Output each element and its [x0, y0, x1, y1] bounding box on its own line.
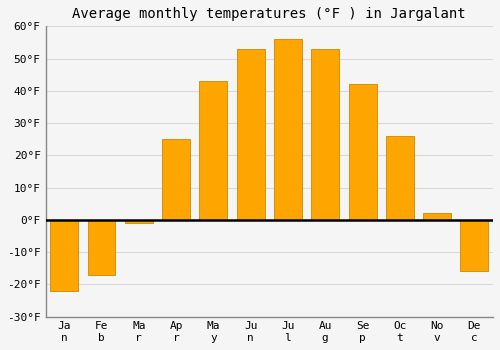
Title: Average monthly temperatures (°F ) in Jargalant: Average monthly temperatures (°F ) in Ja… — [72, 7, 466, 21]
Bar — [200, 81, 228, 220]
Bar — [88, 220, 116, 275]
Bar — [236, 49, 264, 220]
Bar — [50, 220, 78, 291]
Bar — [162, 139, 190, 220]
Bar — [386, 136, 414, 220]
Bar — [423, 214, 451, 220]
Bar — [125, 220, 153, 223]
Bar — [460, 220, 488, 272]
Bar — [348, 84, 376, 220]
Bar — [312, 49, 339, 220]
Bar — [274, 39, 302, 220]
